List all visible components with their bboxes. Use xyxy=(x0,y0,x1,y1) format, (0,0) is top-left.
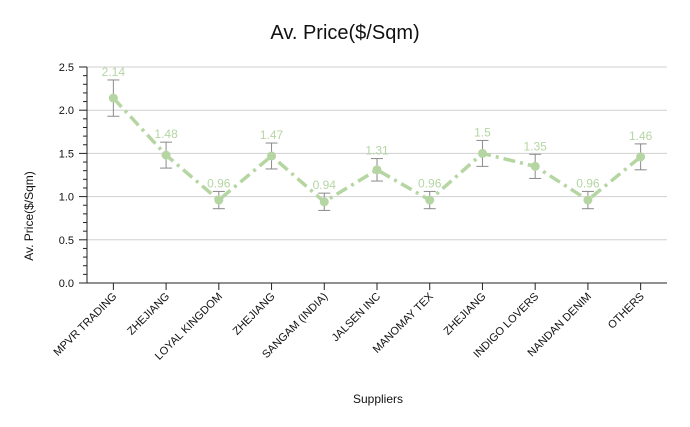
data-point xyxy=(267,151,277,161)
y-axis-label: Av. Price($/Sqm) xyxy=(22,171,36,261)
data-point xyxy=(161,150,171,160)
data-point xyxy=(425,195,435,205)
x-tick-label: MPVR TRADING xyxy=(52,291,120,359)
x-tick-label: JALSEN INC xyxy=(330,291,383,344)
data-label: 1.31 xyxy=(365,144,389,158)
data-point xyxy=(530,161,540,171)
data-label: 1.35 xyxy=(524,139,548,153)
data-point xyxy=(636,152,646,162)
data-label: 0.94 xyxy=(313,178,337,192)
series-line xyxy=(112,96,642,204)
data-point xyxy=(108,93,118,103)
data-point xyxy=(477,148,487,158)
x-tick-label: ZHEJIANG xyxy=(125,291,172,338)
data-point xyxy=(583,195,593,205)
y-tick-label: 2.0 xyxy=(59,105,74,117)
data-label: 1.5 xyxy=(474,125,491,139)
y-tick-label: 2.5 xyxy=(59,62,74,74)
x-axis-label: Suppliers xyxy=(353,392,403,406)
labels: 2.14 1.48 0.96 1.47 0.94 1.31 0.96 1.5 1.35 0.96 1… xyxy=(102,65,653,192)
y-tick-label: 1.5 xyxy=(59,148,74,160)
x-tick-label: ZHEJIANG xyxy=(231,291,278,338)
data-label: 2.14 xyxy=(102,65,126,79)
data-label: 1.47 xyxy=(260,128,284,142)
y-tick-label: 0.0 xyxy=(59,278,74,290)
chart-title: Av. Price($/Sqm) xyxy=(270,22,419,44)
data-point xyxy=(372,165,382,175)
data-label: 1.46 xyxy=(629,129,653,143)
data-point xyxy=(319,197,329,207)
data-label: 0.96 xyxy=(576,176,600,190)
data-label: 0.96 xyxy=(418,176,442,190)
x-tick-label: ZHEJIANG xyxy=(442,291,489,338)
y-tick-label: 0.5 xyxy=(59,235,74,247)
series xyxy=(107,79,647,211)
data-label: 1.48 xyxy=(154,127,178,141)
grid xyxy=(87,66,667,241)
x-tick-label: OTHERS xyxy=(606,291,647,332)
data-label: 0.96 xyxy=(207,176,231,190)
data-point xyxy=(214,195,224,205)
y-tick-label: 1.0 xyxy=(59,192,74,204)
